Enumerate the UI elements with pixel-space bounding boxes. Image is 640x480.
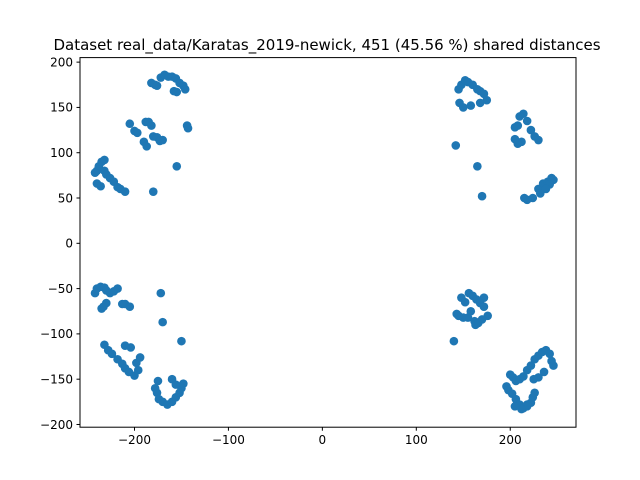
data-point — [172, 87, 182, 97]
data-point — [133, 128, 142, 138]
data-point — [153, 376, 163, 386]
x-axis: −200 −100 0 100 200 — [118, 427, 522, 447]
y-tick-label: 200 — [50, 55, 73, 69]
data-point — [148, 187, 158, 196]
data-point — [171, 380, 181, 389]
x-tick-label: 200 — [499, 433, 522, 447]
data-point — [183, 123, 193, 133]
x-tick-label: −100 — [212, 433, 245, 447]
y-tick-label: −100 — [40, 327, 73, 341]
data-point — [158, 135, 167, 145]
data-point — [120, 187, 130, 196]
y-tick-label: 0 — [65, 237, 73, 251]
data-point — [179, 379, 188, 389]
y-tick-label: 100 — [50, 146, 73, 160]
data-point — [475, 98, 485, 108]
data-point — [479, 302, 489, 312]
data-point — [539, 367, 549, 377]
data-point — [452, 309, 462, 319]
data-point — [156, 288, 166, 298]
data-points — [90, 70, 558, 414]
data-point — [142, 142, 151, 151]
data-point — [519, 109, 528, 119]
data-point — [102, 298, 111, 308]
data-point — [536, 189, 545, 198]
data-point — [126, 343, 136, 352]
y-tick-label: 150 — [50, 101, 73, 115]
data-point — [113, 284, 122, 293]
x-tick-label: 100 — [405, 433, 428, 447]
data-point — [100, 155, 109, 165]
data-point — [545, 349, 554, 359]
data-point — [449, 336, 459, 346]
data-point — [477, 315, 487, 324]
data-point — [90, 168, 100, 177]
data-point — [517, 404, 526, 414]
data-point — [549, 361, 558, 370]
data-point — [482, 95, 492, 105]
data-point — [510, 134, 520, 144]
data-point — [522, 116, 532, 126]
data-point — [125, 119, 135, 129]
data-point — [177, 336, 186, 346]
data-point — [133, 365, 143, 375]
y-tick-label: −50 — [48, 282, 73, 296]
data-point — [530, 388, 539, 398]
data-point — [526, 361, 536, 370]
data-point — [152, 81, 162, 90]
data-point — [510, 402, 520, 411]
x-tick-label: −200 — [118, 433, 151, 447]
data-point — [513, 121, 523, 130]
data-point — [107, 349, 117, 359]
y-tick-label: 50 — [58, 191, 73, 205]
data-point — [519, 372, 528, 381]
y-tick-label: −200 — [40, 418, 73, 432]
chart-title: Dataset real_data/Karatas_2019-newick, 4… — [53, 36, 600, 55]
data-point — [147, 121, 156, 130]
data-point — [529, 374, 539, 384]
data-point — [466, 101, 476, 110]
data-point — [172, 162, 182, 171]
data-point — [451, 141, 461, 150]
y-axis: −200 −150 −100 −50 0 50 100 150 200 — [40, 55, 80, 432]
y-tick-label: −150 — [40, 372, 73, 386]
data-point — [158, 317, 167, 327]
data-point — [477, 191, 487, 201]
x-tick-label: 0 — [319, 433, 327, 447]
data-point — [180, 85, 190, 94]
data-point — [520, 193, 529, 203]
data-point — [526, 125, 536, 135]
data-point — [125, 302, 135, 312]
data-point — [466, 306, 476, 316]
data-point — [460, 297, 470, 307]
data-point — [534, 135, 543, 145]
data-point — [473, 162, 482, 171]
data-point — [135, 353, 145, 362]
data-point — [458, 103, 468, 112]
plot-frame — [79, 57, 577, 428]
data-point — [96, 181, 105, 191]
